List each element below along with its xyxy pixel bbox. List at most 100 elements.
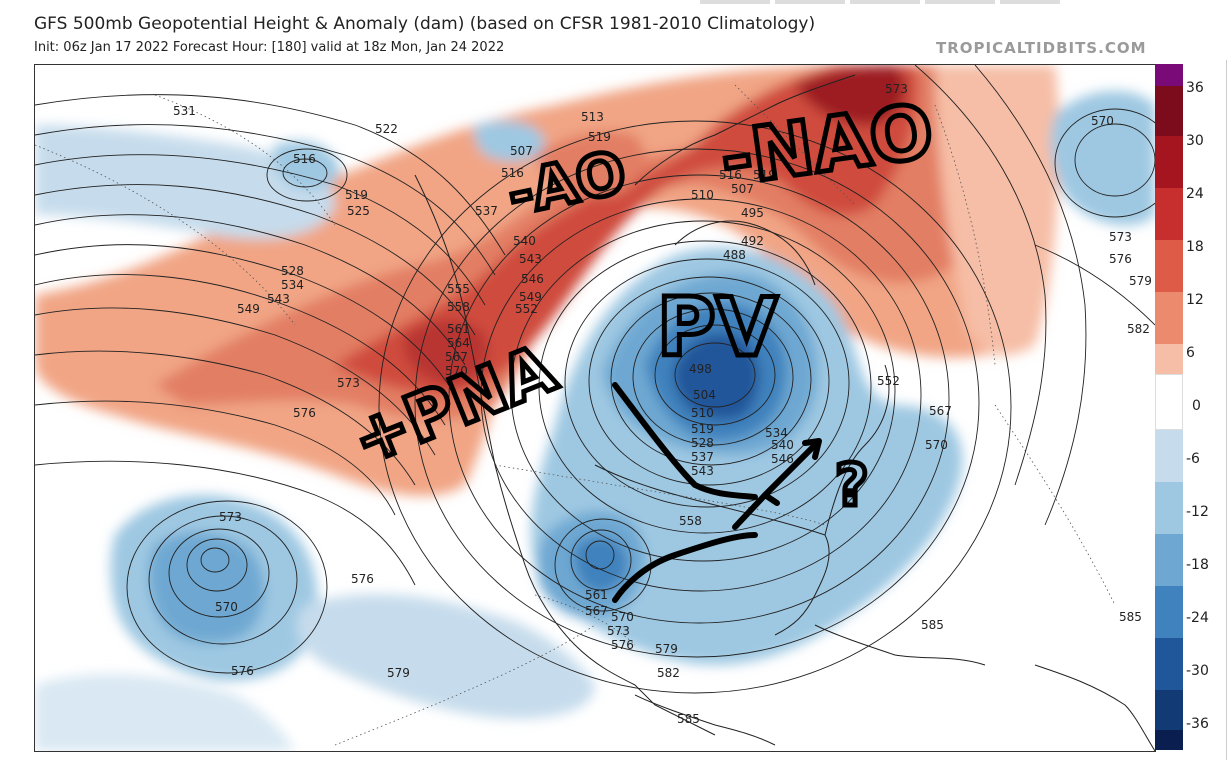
contour-label: 567 bbox=[585, 604, 608, 618]
contour-label: 570 bbox=[1091, 114, 1114, 128]
pv-label: PV bbox=[657, 281, 778, 374]
coastlines bbox=[414, 74, 1155, 751]
contour-label: 498 bbox=[689, 362, 712, 376]
contour-label: 582 bbox=[1127, 322, 1150, 336]
weather-map: 531 522 516 519 525 528 534 543 549 507 … bbox=[34, 64, 1156, 752]
colorbar-segment bbox=[1155, 292, 1183, 344]
colorbar-tick-label: 18 bbox=[1186, 239, 1204, 255]
contour-label: 543 bbox=[267, 292, 290, 306]
contour-label: 492 bbox=[741, 234, 764, 248]
contour-label: 570 bbox=[611, 610, 634, 624]
contour-label: 552 bbox=[877, 374, 900, 388]
colorbar-tick-label: 24 bbox=[1186, 186, 1204, 202]
colorbar-tick-label: -30 bbox=[1186, 663, 1209, 679]
colorbar-tick-label: 6 bbox=[1186, 345, 1195, 361]
contour-label: 579 bbox=[1129, 274, 1152, 288]
chart-title: GFS 500mb Geopotential Height & Anomaly … bbox=[34, 14, 816, 34]
colorbar-segment bbox=[1155, 534, 1183, 586]
contour-label: 488 bbox=[723, 248, 746, 262]
colorbar-segment bbox=[1155, 240, 1183, 292]
contour-label: 528 bbox=[691, 436, 714, 450]
contour-label: 540 bbox=[771, 438, 794, 452]
colorbar-segment bbox=[1155, 86, 1183, 136]
contour-label: 576 bbox=[351, 572, 374, 586]
contour-label: 558 bbox=[447, 300, 470, 314]
colorbar-segment bbox=[1155, 482, 1183, 534]
colorbar-tick-label: -36 bbox=[1186, 716, 1209, 732]
contour-label: 579 bbox=[655, 642, 678, 656]
colorbar-segment bbox=[1155, 64, 1183, 86]
contour-label: 507 bbox=[731, 182, 754, 196]
contour-label: 549 bbox=[519, 290, 542, 304]
contour-label: 573 bbox=[337, 376, 360, 390]
chart-subtitle: Init: 06z Jan 17 2022 Forecast Hour: [18… bbox=[34, 40, 505, 55]
contour-label: 507 bbox=[510, 144, 533, 158]
colorbar-tick-label: -6 bbox=[1186, 451, 1200, 467]
contour-label: 519 bbox=[345, 188, 368, 202]
top-button-fragment bbox=[700, 0, 770, 4]
question-mark: ? bbox=[835, 451, 869, 519]
contour-label: 573 bbox=[885, 82, 908, 96]
contour-label: 570 bbox=[215, 600, 238, 614]
colorbar-tick-label: 30 bbox=[1186, 133, 1204, 149]
contour-label: 561 bbox=[585, 588, 608, 602]
top-button-fragment bbox=[775, 0, 845, 4]
contour-label: 579 bbox=[387, 666, 410, 680]
contour-label: 570 bbox=[445, 364, 468, 378]
arrow-shaft bbox=[762, 442, 818, 498]
top-button-fragment bbox=[850, 0, 920, 4]
contour-label: 555 bbox=[447, 282, 470, 296]
anomaly-colorbar bbox=[1155, 64, 1183, 750]
contour-label: 519 bbox=[753, 168, 776, 182]
contour-label: 561 bbox=[447, 322, 470, 336]
colorbar-segment bbox=[1155, 730, 1183, 750]
contour-label: 585 bbox=[921, 618, 944, 632]
contour-label: 528 bbox=[281, 264, 304, 278]
contour-label: 522 bbox=[375, 122, 398, 136]
contour-label: 516 bbox=[501, 166, 524, 180]
height-contours bbox=[35, 65, 1155, 694]
contour-label: 543 bbox=[519, 252, 542, 266]
contour-label: 534 bbox=[765, 426, 788, 440]
contour-label: 537 bbox=[691, 450, 714, 464]
colorbar-segment bbox=[1155, 188, 1183, 240]
colorbar-segment bbox=[1155, 586, 1183, 638]
contour-label: 534 bbox=[281, 278, 304, 292]
contour-label: 552 bbox=[515, 302, 538, 316]
colorbar-segment bbox=[1155, 374, 1183, 430]
colorbar-tick-label: 36 bbox=[1186, 80, 1204, 96]
brand-watermark[interactable]: TROPICALTIDBITS.COM bbox=[936, 39, 1147, 57]
anomaly-shading bbox=[35, 65, 1155, 751]
contour-label: 519 bbox=[588, 130, 611, 144]
contour-label: 525 bbox=[347, 204, 370, 218]
colorbar-tick-label: -24 bbox=[1186, 610, 1209, 626]
trough-arrow-line bbox=[612, 382, 758, 500]
contour-label: 504 bbox=[693, 388, 716, 402]
colorbar-segment bbox=[1155, 430, 1183, 482]
contour-label: 531 bbox=[173, 104, 196, 118]
arrow-tip bbox=[802, 438, 822, 460]
contour-label: 510 bbox=[691, 406, 714, 420]
colorbar-tick-label: -18 bbox=[1186, 557, 1209, 573]
contour-label: 546 bbox=[521, 272, 544, 286]
map-svg: 531 522 516 519 525 528 534 543 549 507 … bbox=[35, 65, 1155, 751]
colorbar-segment bbox=[1155, 344, 1183, 374]
top-button-fragment bbox=[1000, 0, 1060, 4]
colorbar-segment bbox=[1155, 638, 1183, 690]
contour-label: 546 bbox=[771, 452, 794, 466]
colorbar-segment bbox=[1155, 690, 1183, 730]
contour-label: 576 bbox=[231, 664, 254, 678]
contour-label: 576 bbox=[293, 406, 316, 420]
contour-label: 537 bbox=[475, 204, 498, 218]
jet-line bbox=[612, 532, 758, 603]
contour-label: 495 bbox=[741, 206, 764, 220]
hand-annotations bbox=[612, 382, 822, 603]
contour-label: 543 bbox=[691, 464, 714, 478]
contour-label: 585 bbox=[677, 712, 700, 726]
contour-label: 573 bbox=[607, 624, 630, 638]
contour-label: 573 bbox=[219, 510, 242, 524]
contour-label: 576 bbox=[1109, 252, 1132, 266]
colorbar-tick-label: -12 bbox=[1186, 504, 1209, 520]
contour-label: 510 bbox=[691, 188, 714, 202]
colorbar-tick-label: 12 bbox=[1186, 292, 1204, 308]
